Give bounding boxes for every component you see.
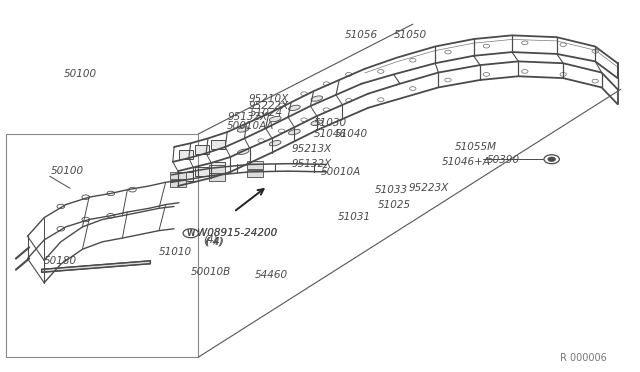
Bar bbox=[211, 162, 225, 171]
Ellipse shape bbox=[311, 96, 323, 101]
Bar bbox=[179, 150, 193, 159]
Text: 50180: 50180 bbox=[44, 256, 77, 266]
Text: 51030: 51030 bbox=[314, 118, 347, 128]
Text: 51050: 51050 bbox=[394, 31, 427, 40]
Text: 51010: 51010 bbox=[159, 247, 192, 257]
Text: 51056: 51056 bbox=[344, 31, 378, 40]
Text: 50010AA: 50010AA bbox=[227, 122, 275, 131]
Text: 50010B: 50010B bbox=[191, 267, 231, 277]
Ellipse shape bbox=[289, 129, 300, 135]
Text: 95210X: 95210X bbox=[248, 94, 289, 103]
Text: (4): (4) bbox=[203, 235, 218, 245]
Bar bbox=[179, 172, 193, 181]
Text: 51046: 51046 bbox=[314, 129, 347, 139]
Bar bbox=[209, 165, 225, 173]
Bar bbox=[209, 173, 225, 181]
Bar bbox=[170, 180, 186, 187]
Text: 95222X: 95222X bbox=[248, 101, 289, 111]
Text: W08915-24200: W08915-24200 bbox=[197, 228, 277, 238]
Ellipse shape bbox=[289, 105, 300, 110]
Bar bbox=[211, 140, 225, 149]
Bar bbox=[195, 145, 209, 154]
Text: ( 4): ( 4) bbox=[206, 237, 224, 247]
Text: 51033: 51033 bbox=[374, 186, 408, 195]
Text: ( 4): ( 4) bbox=[205, 237, 223, 246]
Text: 95223X: 95223X bbox=[408, 183, 449, 193]
Text: 95213X: 95213X bbox=[291, 144, 332, 154]
Ellipse shape bbox=[237, 149, 249, 154]
Text: 51055M: 51055M bbox=[454, 142, 497, 152]
Polygon shape bbox=[42, 261, 150, 272]
Text: 51046+A: 51046+A bbox=[442, 157, 491, 167]
Ellipse shape bbox=[237, 127, 249, 132]
Text: W: W bbox=[186, 229, 195, 238]
Text: 95132X: 95132X bbox=[227, 112, 268, 122]
Circle shape bbox=[548, 157, 556, 161]
Ellipse shape bbox=[269, 116, 281, 122]
Text: 50100: 50100 bbox=[51, 166, 84, 176]
Text: 51031: 51031 bbox=[338, 212, 371, 221]
Text: 54460: 54460 bbox=[255, 270, 288, 279]
Text: 95132X: 95132X bbox=[291, 159, 332, 169]
Bar bbox=[247, 161, 263, 169]
Ellipse shape bbox=[269, 141, 281, 146]
Ellipse shape bbox=[311, 120, 323, 125]
Text: 50100: 50100 bbox=[64, 70, 97, 79]
Bar bbox=[6, 134, 198, 357]
Text: 50010A: 50010A bbox=[321, 167, 362, 177]
Text: 51040: 51040 bbox=[335, 129, 368, 139]
Text: 51024: 51024 bbox=[250, 109, 283, 118]
Text: R 000006: R 000006 bbox=[560, 353, 607, 363]
Bar bbox=[195, 167, 209, 176]
Text: 51025: 51025 bbox=[378, 200, 411, 209]
Bar bbox=[247, 170, 263, 177]
Bar bbox=[170, 172, 186, 179]
Text: W08915-24200: W08915-24200 bbox=[197, 228, 277, 238]
Text: 50390: 50390 bbox=[486, 155, 520, 165]
